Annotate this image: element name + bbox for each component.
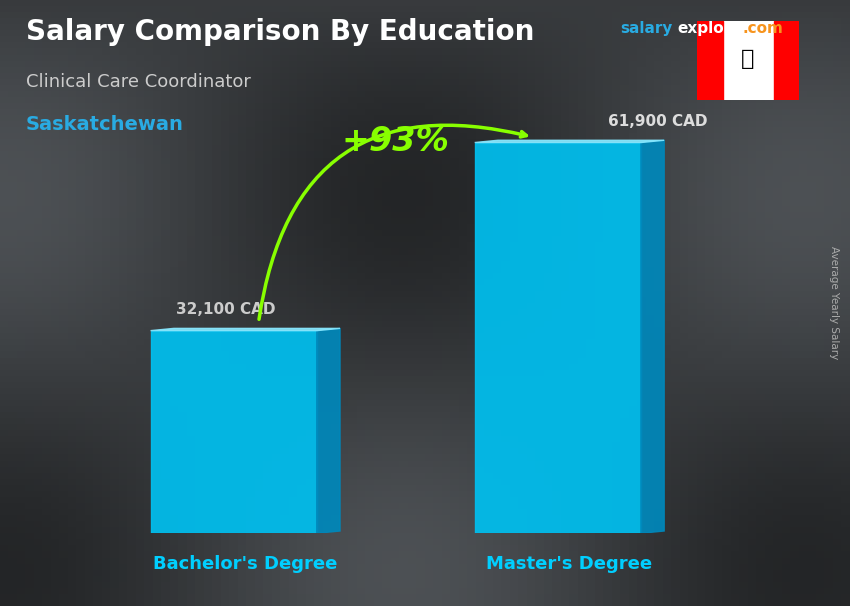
Bar xyxy=(722,21,774,100)
Text: Salary Comparison By Education: Salary Comparison By Education xyxy=(26,18,534,46)
Bar xyxy=(774,21,799,100)
Polygon shape xyxy=(474,142,641,533)
Polygon shape xyxy=(317,328,340,533)
Polygon shape xyxy=(150,331,317,533)
Text: Saskatchewan: Saskatchewan xyxy=(26,115,184,134)
Text: 61,900 CAD: 61,900 CAD xyxy=(608,114,707,128)
Text: 🍁: 🍁 xyxy=(741,48,755,68)
Text: Bachelor's Degree: Bachelor's Degree xyxy=(153,555,337,573)
Text: .com: .com xyxy=(742,21,783,36)
Text: Master's Degree: Master's Degree xyxy=(486,555,653,573)
Text: salary: salary xyxy=(620,21,673,36)
Text: Clinical Care Coordinator: Clinical Care Coordinator xyxy=(26,73,251,91)
Polygon shape xyxy=(150,328,340,331)
Bar xyxy=(697,21,722,100)
Text: explorer: explorer xyxy=(677,21,750,36)
Text: Average Yearly Salary: Average Yearly Salary xyxy=(829,247,839,359)
Text: 32,100 CAD: 32,100 CAD xyxy=(176,302,275,317)
Polygon shape xyxy=(641,140,664,533)
Polygon shape xyxy=(474,140,664,142)
Text: +93%: +93% xyxy=(342,125,450,158)
